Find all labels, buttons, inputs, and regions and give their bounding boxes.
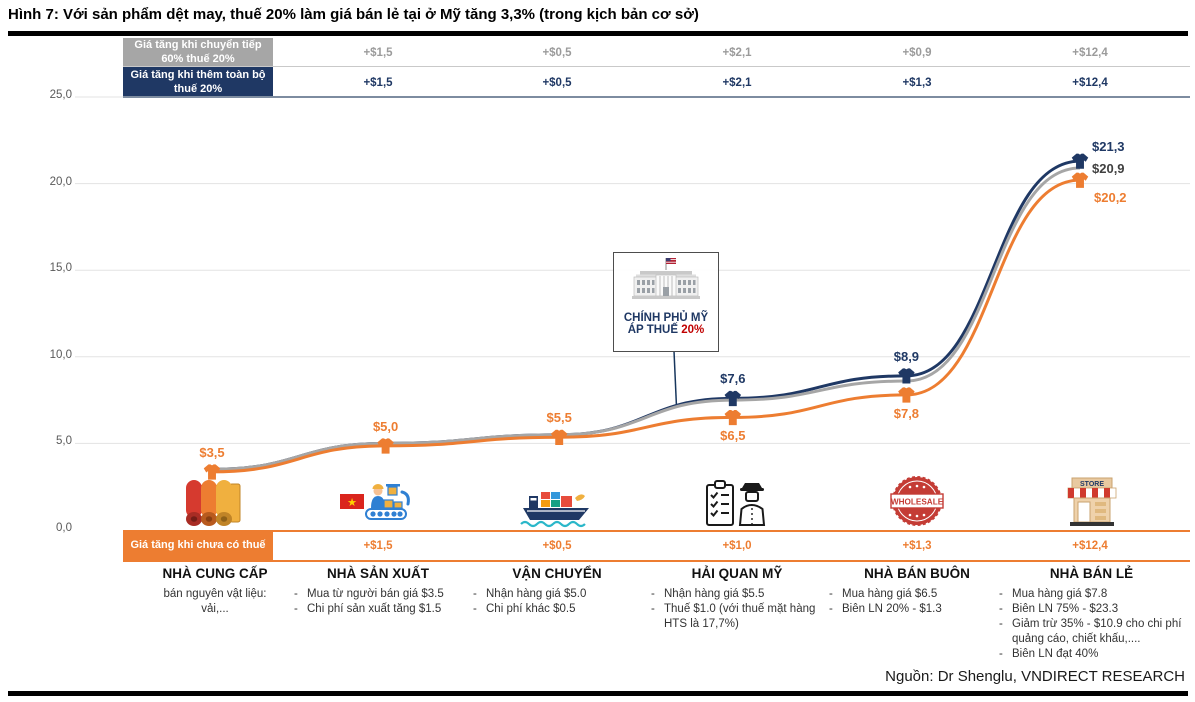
column-wholesaler: WHOLESALE NHÀ BÁN BUÔN - Mua hàng giá $6.… bbox=[823, 472, 1011, 617]
annotation-text-line2: ÁP THUẾ 20% bbox=[627, 324, 705, 336]
white-house-icon bbox=[632, 258, 700, 299]
tshirt-marker bbox=[898, 387, 915, 403]
row-divider bbox=[123, 530, 1190, 532]
us-government-annotation: CHÍNH PHỦ MỸ ÁP THUẾ 20% bbox=[613, 252, 719, 352]
y-axis-tick: 5,0 bbox=[56, 435, 72, 448]
y-axis-tick: 25,0 bbox=[49, 89, 72, 101]
row-value: +$2,1 bbox=[722, 46, 752, 59]
description-line: - Mua hàng giá $6.5 bbox=[829, 588, 938, 600]
y-axis-tick: 15,0 bbox=[49, 262, 72, 275]
row-divider bbox=[123, 66, 1190, 67]
row-divider bbox=[123, 560, 1190, 562]
description-line: - Thuế $1.0 (với thuế mặt hàng HTS là 17,… bbox=[651, 602, 816, 630]
tshirt-marker bbox=[550, 429, 568, 445]
footer-divider bbox=[8, 691, 1188, 696]
store-icon: STORE bbox=[993, 472, 1190, 528]
store-sign-text: STORE bbox=[1080, 481, 1104, 488]
point-label: $20,9 bbox=[1092, 161, 1125, 176]
cargo-ship-icon bbox=[467, 472, 647, 528]
description-line: - Mua hàng giá $7.8 bbox=[999, 588, 1108, 600]
row-label-60pct: Giá tăng khi chuyển tiếp 60% thuế 20% bbox=[123, 38, 273, 67]
category-label: HẢI QUAN MỸ bbox=[691, 566, 783, 581]
column-supplier: NHÀ CUNG CẤP bán nguyên vật liệu: vải,... bbox=[125, 472, 305, 617]
y-axis-tick: 0,0 bbox=[56, 522, 72, 534]
wholesale-stamp-text: WHOLESALE bbox=[891, 497, 944, 506]
tariff-rate-highlight: 20% bbox=[681, 324, 705, 336]
title-divider bbox=[8, 31, 1188, 36]
point-label: $6,5 bbox=[720, 428, 746, 444]
header-row-60pct-tariff: Giá tăng khi chuyển tiếp 60% thuế 20% +$… bbox=[0, 38, 1195, 67]
row-label-full-tariff: Giá tăng khi thêm toàn bộ thuế 20% bbox=[123, 67, 273, 98]
point-label: $5,0 bbox=[372, 418, 399, 434]
point-label: $8,9 bbox=[893, 348, 920, 364]
row-value: +$1,5 bbox=[363, 76, 393, 89]
column-retailer: STORE NHÀ BÁN LẺ - Mua hàng giá $7.8 - Biên… bbox=[993, 472, 1190, 662]
category-label: VẬN CHUYỂN bbox=[512, 566, 602, 581]
fabric-rolls-icon bbox=[125, 472, 305, 528]
row-value: +$0,9 bbox=[902, 46, 932, 59]
tshirt-marker bbox=[724, 390, 742, 407]
description-line: - Nhận hàng giá $5.5 bbox=[651, 588, 765, 600]
row-value: +$1,3 bbox=[902, 76, 932, 89]
category-label: NHÀ BÁN BUÔN bbox=[864, 566, 970, 581]
row-value: +$1,3 bbox=[902, 540, 932, 552]
row-value: +$1,0 bbox=[722, 540, 752, 552]
row-value: +$12,4 bbox=[1072, 76, 1108, 89]
row-value: +$0,5 bbox=[542, 76, 572, 89]
description-line: - Biên LN đạt 40% bbox=[999, 647, 1099, 660]
description-line: - Biên LN 20% - $1.3 bbox=[829, 602, 942, 615]
header-row-full-tariff: Giá tăng khi thêm toàn bộ thuế 20% +$1,5… bbox=[0, 67, 1195, 98]
category-label: NHÀ SẢN XUẤT bbox=[326, 566, 429, 581]
description-line: - Chi phí khác $0.5 bbox=[473, 602, 576, 615]
svg-text:★: ★ bbox=[347, 497, 357, 509]
wholesale-stamp-icon: WHOLESALE bbox=[823, 472, 1011, 528]
customs-officer-icon bbox=[645, 472, 829, 528]
y-axis-tick: 10,0 bbox=[49, 348, 72, 361]
row-value: +$12,4 bbox=[1072, 540, 1108, 552]
tshirt-marker bbox=[898, 368, 915, 384]
tshirt-marker bbox=[724, 409, 742, 426]
description-line: vải,... bbox=[201, 602, 229, 615]
row-divider bbox=[123, 96, 1190, 98]
row-value: +$2,1 bbox=[722, 76, 752, 89]
footer-row-no-tariff: Giá tăng khi chưa có thuế +$1,5 +$0,5 +$1,… bbox=[0, 530, 1195, 562]
tshirt-marker bbox=[1071, 153, 1089, 169]
source-credit: Nguồn: Dr Shenglu, VNDIRECT RESEARCH bbox=[885, 668, 1185, 685]
row-value: +$1,5 bbox=[363, 46, 393, 59]
annotation-text-line1: CHÍNH PHỦ MỸ bbox=[623, 312, 709, 324]
row-value: +$12,4 bbox=[1072, 46, 1108, 59]
category-label: NHÀ CUNG CẤP bbox=[162, 566, 268, 581]
point-label: $21,3 bbox=[1092, 139, 1125, 155]
point-label: $5,5 bbox=[546, 410, 572, 426]
category-label: NHÀ BÁN LẺ bbox=[1049, 566, 1134, 581]
row-value: +$1,5 bbox=[363, 540, 393, 552]
y-axis-tick: 20,0 bbox=[49, 175, 72, 188]
point-label: $7,8 bbox=[893, 405, 920, 421]
row-label-no-tariff: Giá tăng khi chưa có thuế bbox=[123, 530, 273, 562]
point-label: $20,2 bbox=[1094, 190, 1127, 206]
point-label: $7,6 bbox=[720, 371, 746, 387]
annotation-connector bbox=[673, 350, 678, 408]
page-title: Hình 7: Với sản phẩm dệt may, thuế 20% l… bbox=[8, 6, 699, 23]
description-line: - Chi phí sản xuất tăng $1.5 bbox=[294, 602, 442, 615]
tshirt-marker bbox=[377, 438, 394, 454]
tshirt-marker bbox=[1071, 172, 1089, 188]
column-shipping: VẬN CHUYỂN - Nhận hàng giá $5.0 - Chi phí k… bbox=[467, 472, 647, 617]
column-customs: HẢI QUAN MỸ - Nhận hàng giá $5.5 - Thuế $1.… bbox=[645, 472, 829, 632]
description-line: - Biên LN 75% - $23.3 bbox=[999, 602, 1119, 615]
description-line: - Nhận hàng giá $5.0 bbox=[473, 588, 587, 600]
row-value: +$0,5 bbox=[542, 46, 572, 59]
point-label: $3,5 bbox=[199, 444, 225, 460]
description-line: - Mua từ người bán giá $3.5 bbox=[294, 588, 444, 600]
factory-vietnam-icon: ★ bbox=[288, 472, 468, 528]
description-line: - Giảm trừ 35% - $10.9 cho chi phí quảng … bbox=[999, 617, 1182, 645]
row-value: +$0,5 bbox=[542, 540, 572, 552]
column-manufacturer: ★ NHÀ SẢN XUẤT - Mua từ người bán giá $3.… bbox=[288, 472, 468, 617]
description-line: bán nguyên vật liệu: bbox=[163, 588, 267, 600]
